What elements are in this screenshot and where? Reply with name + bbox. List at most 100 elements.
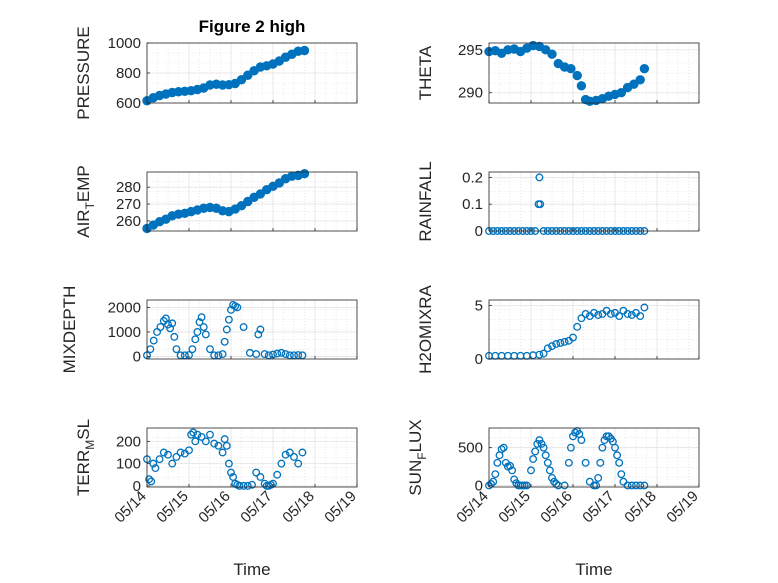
data-point — [298, 448, 307, 457]
data-point — [536, 200, 545, 209]
data-point — [252, 350, 261, 359]
y-tick-label: 0.2 — [462, 169, 483, 186]
data-point — [156, 323, 165, 331]
data-point — [627, 481, 636, 490]
data-point — [145, 475, 154, 484]
x-tick-label: 05/19 — [321, 488, 360, 527]
axes-box — [488, 171, 700, 232]
data-point — [529, 455, 538, 463]
x-tick-label: 05/19 — [663, 488, 702, 527]
subplot-theta: 290 295 THETA — [416, 40, 700, 106]
axes-box — [146, 171, 358, 232]
data-point — [170, 332, 179, 341]
data-point — [527, 466, 535, 475]
data-point — [636, 481, 645, 490]
data-point — [218, 350, 227, 359]
axes-box — [488, 42, 700, 104]
y-axis-label: RAINFALL — [416, 161, 435, 241]
data-point — [281, 350, 290, 359]
data-point — [220, 337, 229, 346]
data-point — [640, 481, 649, 490]
data-point — [581, 309, 590, 318]
data-point — [191, 437, 200, 446]
data-point — [195, 318, 204, 327]
y-tick-label: 200 — [116, 433, 141, 450]
data-point — [222, 441, 231, 450]
data-point — [541, 451, 550, 460]
data-point — [206, 430, 214, 439]
data-point — [222, 325, 231, 334]
data-point — [243, 70, 253, 80]
data-point — [197, 432, 206, 441]
data-point — [581, 458, 590, 467]
x-tick-label: 05/15 — [153, 488, 192, 527]
data-point — [290, 452, 298, 461]
data-point — [592, 481, 601, 490]
data-point — [233, 303, 242, 312]
data-point — [627, 311, 636, 319]
data-point — [613, 451, 622, 460]
data-point — [531, 447, 540, 456]
y-axis-label: SUNFLUX — [406, 419, 429, 495]
x-axis-label-right: Time — [575, 560, 612, 579]
data-point — [535, 436, 544, 445]
data-point — [556, 338, 565, 347]
data-point — [172, 452, 181, 461]
data-point — [489, 477, 498, 486]
y-tick-label: 800 — [116, 65, 141, 82]
data-point — [239, 481, 248, 490]
data-point — [236, 75, 247, 85]
data-point — [508, 466, 517, 475]
data-point — [493, 458, 502, 467]
data-point — [537, 439, 546, 448]
y-axis-label: H2OMIXRA — [416, 284, 435, 373]
data-point — [210, 439, 219, 448]
y-tick-label: 100 — [116, 456, 141, 473]
data-point — [596, 458, 605, 467]
data-point — [623, 481, 632, 490]
data-point — [497, 445, 506, 454]
x-tick-label: 05/15 — [495, 488, 534, 527]
data-point — [235, 481, 244, 490]
x-tick-label: 05/17 — [579, 488, 618, 527]
y-tick-label: 290 — [458, 85, 483, 102]
data-point — [159, 448, 168, 457]
y-tick-label: 280 — [116, 179, 141, 196]
data-point — [598, 443, 607, 452]
axes-box — [146, 427, 358, 488]
data-point — [224, 315, 233, 324]
x-tick-label: 05/17 — [237, 488, 276, 527]
data-point — [617, 470, 626, 479]
data-point — [273, 349, 282, 358]
data-point — [274, 178, 284, 188]
data-point — [560, 337, 569, 346]
data-point — [227, 468, 235, 477]
data-point — [299, 168, 310, 179]
y-tick-label: 295 — [458, 42, 483, 59]
data-point — [191, 335, 200, 344]
x-axis-label-left: Time — [233, 560, 270, 579]
y-tick-label: 2000 — [108, 299, 141, 316]
data-point — [594, 311, 603, 319]
y-tick-label: 0 — [475, 477, 483, 494]
data-point — [224, 459, 233, 468]
y-axis-label: MIXDEPTH — [60, 286, 79, 374]
data-point — [285, 448, 294, 457]
data-point — [606, 309, 615, 318]
x-tick-label: 05/18 — [279, 488, 318, 527]
data-point — [541, 45, 551, 55]
data-point — [560, 481, 569, 490]
data-point — [151, 464, 160, 473]
data-point — [199, 323, 208, 331]
data-point — [248, 480, 256, 489]
y-tick-label: 1000 — [108, 324, 141, 341]
data-point — [281, 450, 290, 459]
subplot-sun-lux: 0 500 05/14 05/15 05/16 05/17 05/18 05/19 SUNFLU… — [406, 419, 702, 526]
x-tick-label: 05/16 — [537, 488, 576, 527]
data-point — [547, 49, 557, 59]
y-tick-label: 0 — [133, 349, 141, 366]
data-point — [639, 64, 650, 74]
data-point — [201, 437, 210, 446]
